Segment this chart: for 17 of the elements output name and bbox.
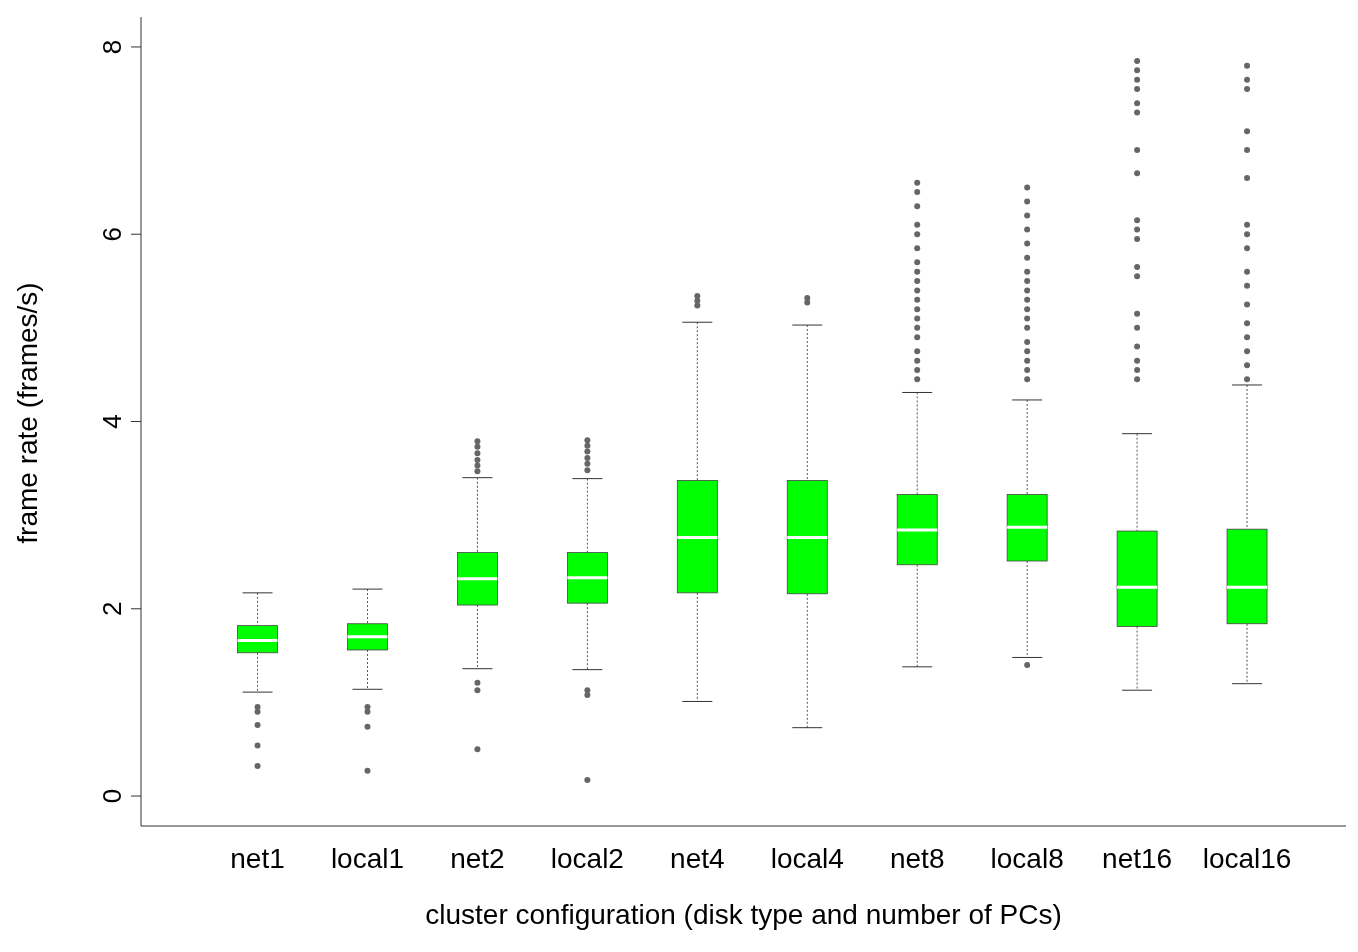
y-tick-label: 4 — [97, 414, 127, 429]
y-tick-label: 6 — [97, 227, 127, 242]
y-tick-label: 2 — [97, 601, 127, 616]
x-tick-label: local4 — [770, 842, 844, 874]
y-axis-title: frame rate (frames/s) — [12, 281, 44, 544]
x-tick-label: net8 — [889, 842, 945, 874]
y-tick-label: 8 — [97, 39, 127, 55]
x-tick-label: local8 — [990, 842, 1064, 874]
x-tick-label: net2 — [450, 842, 505, 874]
x-tick-label: net1 — [230, 842, 285, 874]
x-tick-label: net4 — [670, 842, 725, 874]
x-axis-title: cluster configuration (disk type and number of PCs) — [424, 899, 1063, 931]
x-tick-label: local1 — [330, 842, 405, 874]
x-tick-label: net16 — [1102, 842, 1173, 874]
y-tick-label: 0 — [97, 788, 127, 804]
x-tick-label: local16 — [1202, 842, 1292, 874]
x-tick-label: local2 — [550, 842, 624, 874]
